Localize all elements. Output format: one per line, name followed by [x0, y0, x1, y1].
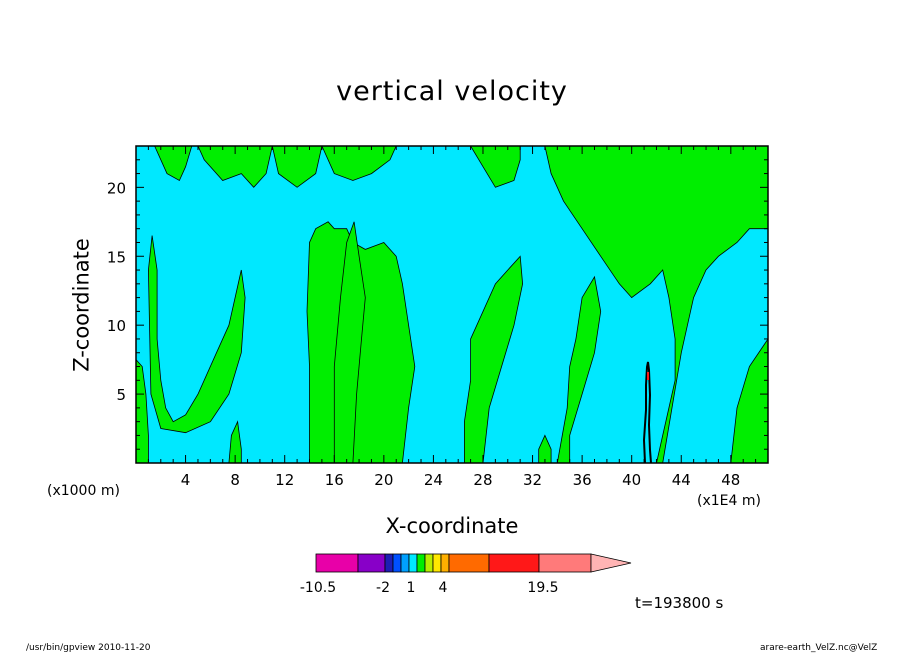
upward-region-5	[470, 146, 521, 188]
colorbar-segment	[432, 553, 442, 573]
colorbar-segment	[400, 553, 410, 573]
colorbar-segment	[448, 553, 490, 573]
x-tick-label: 32	[523, 471, 542, 489]
upward-region-12	[556, 275, 602, 463]
contour-regions	[136, 146, 768, 463]
upward-region-14	[228, 420, 242, 463]
y-axis-title: Z-coordinate	[69, 238, 94, 372]
colorbar-segment	[440, 553, 450, 573]
y-axis: 5 10 15 20	[107, 159, 768, 450]
time-label: t=193800 s	[635, 594, 724, 612]
colorbar-segment	[538, 553, 592, 573]
upward-region-2	[197, 146, 273, 188]
upward-region-13	[730, 338, 768, 463]
colorbar-tick-label: -2	[376, 580, 390, 596]
upward-region-10	[147, 235, 246, 434]
upward-region-1	[136, 146, 193, 182]
colorbar-segment	[416, 553, 426, 573]
colorbar-tick-label: 19.5	[527, 580, 558, 596]
x-tick-label: 48	[721, 471, 740, 489]
x-tick-label: 4	[181, 471, 191, 489]
colorbar-tick-label: 1	[407, 580, 416, 596]
x-tick-label: 24	[424, 471, 443, 489]
x-tick-label: 36	[573, 471, 592, 489]
footer-command-date: /usr/bin/gpview 2010-11-20	[26, 643, 151, 653]
x-tick-label: 28	[473, 471, 492, 489]
colorbar: -10.5 -2 1 4 19.5	[300, 553, 632, 596]
colorbar-segment	[315, 553, 359, 573]
x-tick-label: 20	[374, 471, 393, 489]
upward-region-3	[271, 146, 323, 188]
colorbar-segment	[488, 553, 540, 573]
x-axis-unit-label: (x1000 m)	[47, 483, 120, 499]
colorbar-tick-label: -10.5	[300, 580, 336, 596]
upward-region-9	[136, 359, 149, 463]
upward-region-6	[544, 146, 768, 463]
upward-region-15	[538, 434, 552, 463]
upward-region-11	[464, 255, 524, 463]
colorbar-tick-label: 4	[439, 580, 448, 596]
colorbar-segment	[424, 553, 434, 573]
plot-area	[135, 145, 769, 464]
colorbar-segment	[408, 553, 418, 573]
footer-source-file: arare-earth_VelZ.nc@VelZ	[760, 643, 878, 653]
colorbar-segment	[384, 553, 394, 573]
plot-frame	[135, 145, 769, 464]
colorbar-extension-arrow	[590, 553, 632, 573]
colorbar-segment	[392, 553, 402, 573]
x-axis-scale-label: (x1E4 m)	[697, 493, 761, 509]
y-tick-label: 5	[116, 386, 126, 404]
x-axis-title: X-coordinate	[385, 514, 519, 538]
x-tick-label: 16	[325, 471, 344, 489]
colorbar-segment	[357, 553, 386, 573]
chart-title: vertical velocity	[336, 76, 568, 107]
x-axis: 4 8 12 16 20 24 28 32 36 40 44 48	[147, 146, 757, 489]
strong-updraft-core	[642, 361, 652, 463]
y-tick-label: 15	[107, 248, 126, 266]
x-tick-label: 12	[275, 471, 294, 489]
y-tick-label: 20	[107, 179, 126, 197]
y-tick-label: 10	[107, 317, 126, 335]
upward-region-8	[333, 221, 366, 463]
upward-region-4	[321, 146, 397, 181]
x-tick-label: 8	[230, 471, 240, 489]
x-tick-label: 40	[622, 471, 641, 489]
x-tick-label: 44	[672, 471, 691, 489]
